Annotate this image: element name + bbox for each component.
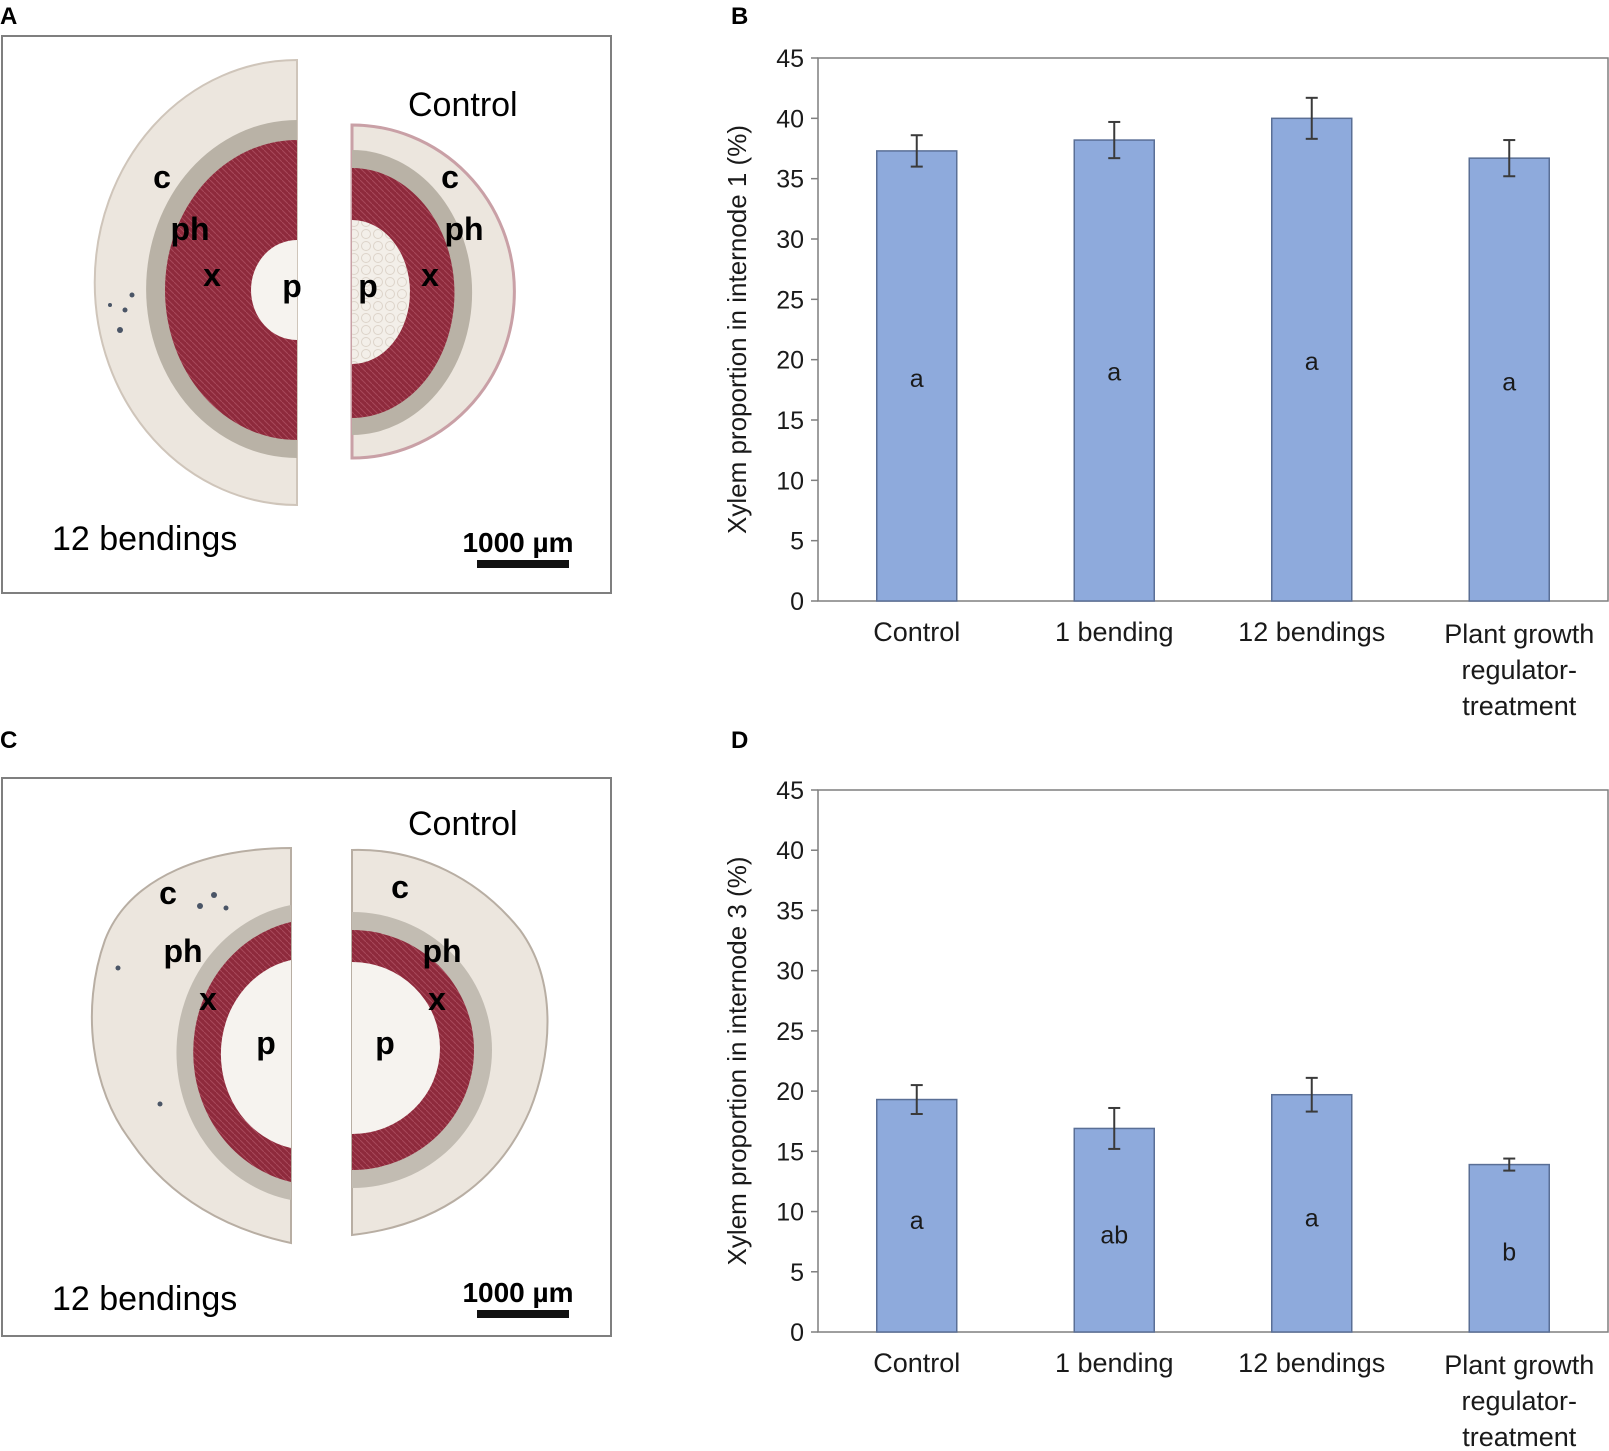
x-tick-label: 1 bending	[1055, 617, 1174, 647]
y-tick-label: 15	[776, 1138, 804, 1166]
x-tick-label: Plant growth	[1444, 619, 1594, 649]
y-tick-label: 30	[776, 958, 804, 986]
significance-label: a	[1502, 368, 1516, 396]
tissue-label-cortex-right-a: c	[441, 159, 459, 195]
xylem-left-a	[165, 140, 297, 440]
y-tick-label: 30	[776, 226, 804, 254]
treatment-label-c: 12 bendings	[52, 1280, 237, 1318]
treatment-label-a: 12 bendings	[52, 520, 237, 558]
tissue-label-pith-left-a: p	[282, 268, 302, 304]
significance-label: ab	[1100, 1221, 1128, 1249]
chart-internode-3: 0 5 10 15 20 25 30 35 40 45 Xylem proportion in in…	[722, 777, 1609, 1451]
x-tick-label: Control	[873, 617, 960, 647]
scale-bar-c	[477, 1310, 569, 1318]
tissue-label-xylem-right-c: x	[428, 981, 446, 1017]
significance-label: a	[910, 365, 924, 393]
bar	[1271, 1093, 1353, 1333]
plot-frame	[817, 57, 1609, 602]
x-tick-label: 12 bendings	[1238, 617, 1385, 647]
x-tick-label: Plant growth	[1444, 1350, 1594, 1380]
y-tick-label: 0	[790, 588, 804, 616]
x-tick-label: regulator-	[1461, 1386, 1577, 1416]
micrograph-frame-a	[1, 35, 612, 594]
stem-section-treatment-c	[90, 846, 292, 1245]
tissue-label-cortex-left-c: c	[159, 875, 177, 911]
x-tick-label: 12 bendings	[1238, 1348, 1385, 1378]
bar	[1073, 1127, 1155, 1333]
bar	[1468, 157, 1550, 602]
y-tick-label: 25	[776, 1018, 804, 1046]
panel-letter-a: A	[0, 3, 17, 30]
pith-left-c	[220, 960, 291, 1148]
y-axis-label: Xylem proportion in internode 1 (%)	[722, 125, 752, 534]
tissue-label-pith-right-a: p	[358, 268, 378, 304]
y-tick-label: 40	[776, 105, 804, 133]
tissue-label-cortex-left-a: c	[153, 159, 171, 195]
tissue-label-phloem-left-a: ph	[170, 211, 209, 247]
significance-label: a	[1107, 359, 1121, 387]
bar	[1073, 139, 1155, 602]
tissue-label-pith-right-c: p	[375, 1025, 395, 1061]
panel-letter-d: D	[731, 727, 748, 754]
panel-b: B 0 5 10 15 20 25 30 35 40 45 Xylem proportion in …	[722, 3, 1609, 721]
significance-label: b	[1502, 1238, 1516, 1266]
control-label-a: Control	[408, 86, 518, 124]
scale-bar-a	[477, 560, 569, 568]
stem-section-treatment-a	[93, 58, 298, 507]
tissue-label-phloem-right-a: ph	[444, 211, 483, 247]
x-tick-label: regulator-	[1461, 655, 1577, 685]
significance-label: a	[1305, 1205, 1319, 1233]
tissue-label-xylem-right-a: x	[421, 257, 439, 293]
tissue-label-phloem-left-c: ph	[163, 933, 202, 969]
stem-section-control-a	[350, 123, 516, 460]
panel-a: A c ph x p p x ph c Control 12 bendings …	[0, 3, 612, 594]
panel-c: C c ph x p p x ph c Control 12 bendings …	[0, 727, 612, 1337]
control-label-c: Control	[408, 805, 518, 843]
x-tick-label: 1 bending	[1055, 1348, 1174, 1378]
tissue-label-phloem-right-c: ph	[422, 933, 461, 969]
pith-right-c	[352, 962, 440, 1134]
y-tick-label: 20	[776, 1078, 804, 1106]
panel-letter-c: C	[0, 727, 17, 754]
stem-section-control-c	[351, 848, 549, 1237]
y-tick-label: 40	[776, 837, 804, 865]
y-tick-label: 5	[790, 528, 804, 556]
y-tick-label: 10	[776, 467, 804, 495]
scale-bar-label-c: 1000 µm	[462, 1277, 573, 1308]
bar	[1271, 117, 1353, 602]
y-tick-label: 25	[776, 286, 804, 314]
y-tick-label: 45	[776, 777, 804, 805]
significance-label: a	[910, 1207, 924, 1235]
tissue-label-cortex-right-c: c	[391, 869, 409, 905]
y-tick-label: 35	[776, 166, 804, 194]
panel-d: D 0 5 10 15 20 25 30 35 40 45 Xylem proportion in …	[722, 727, 1609, 1451]
chart-internode-1: 0 5 10 15 20 25 30 35 40 45 Xylem proportion in in…	[722, 45, 1609, 721]
significance-label: a	[1305, 348, 1319, 376]
tissue-label-xylem-left-a: x	[203, 257, 221, 293]
pith-right-a	[352, 220, 410, 364]
scale-bar-label-a: 1000 µm	[462, 527, 573, 558]
y-tick-label: 35	[776, 897, 804, 925]
x-tick-label: treatment	[1462, 1422, 1577, 1451]
bar	[876, 1098, 958, 1333]
y-tick-label: 5	[790, 1259, 804, 1287]
pith-left-a	[251, 240, 297, 340]
y-tick-label: 45	[776, 45, 804, 73]
panel-letter-b: B	[731, 3, 748, 30]
y-axis-label: Xylem proportion in internode 3 (%)	[722, 857, 752, 1266]
y-tick-label: 20	[776, 347, 804, 375]
x-tick-label: treatment	[1462, 691, 1577, 721]
tissue-label-xylem-left-c: x	[199, 981, 217, 1017]
y-tick-label: 0	[790, 1319, 804, 1347]
y-tick-label: 10	[776, 1199, 804, 1227]
tissue-label-pith-left-c: p	[256, 1025, 276, 1061]
x-tick-label: Control	[873, 1348, 960, 1378]
bar	[1468, 1163, 1550, 1333]
plot-frame	[817, 789, 1609, 1333]
bar	[876, 150, 958, 602]
y-tick-label: 15	[776, 407, 804, 435]
